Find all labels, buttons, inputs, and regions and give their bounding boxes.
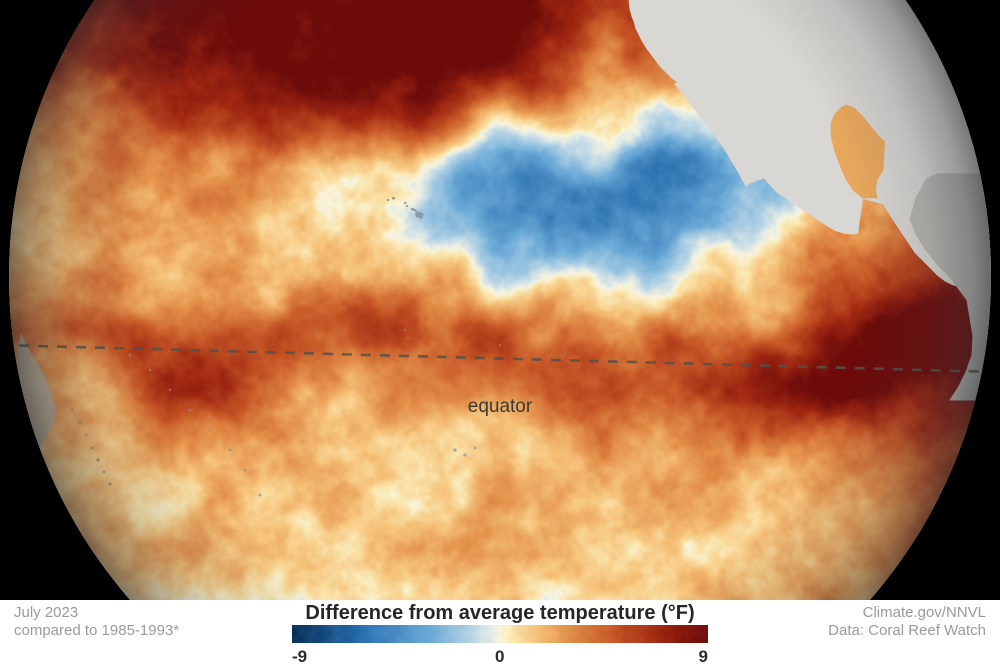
- svg-text:equator: equator: [468, 396, 533, 417]
